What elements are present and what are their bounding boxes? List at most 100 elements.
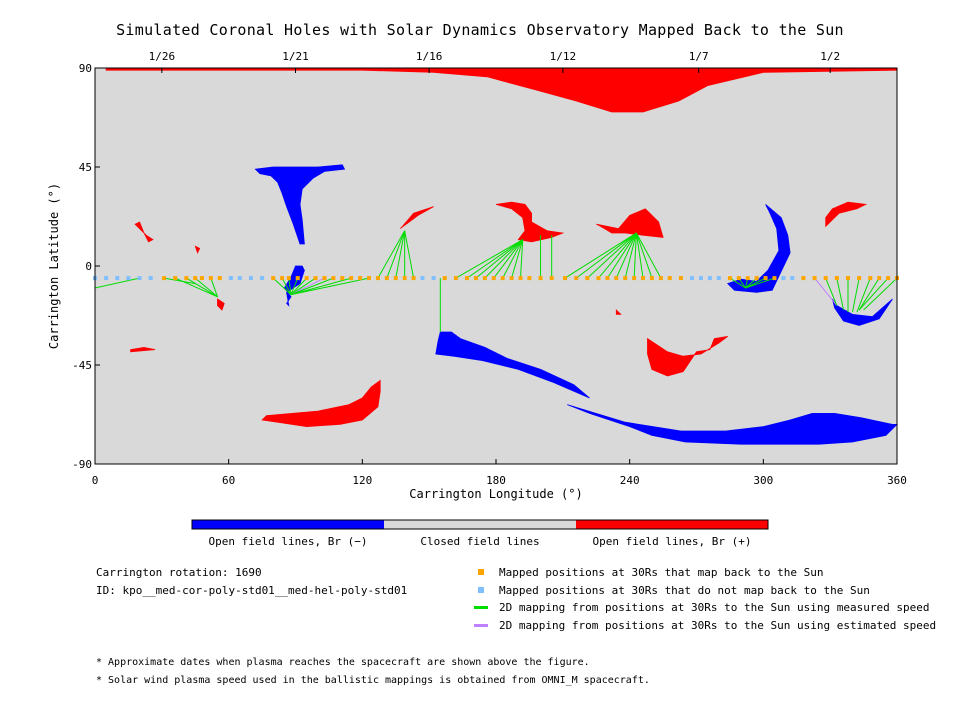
orbit-point-mapped: [509, 276, 514, 281]
colorbar: Open field lines, Br (−) Closed field lin…: [191, 519, 769, 548]
mapping-line-measured: [863, 277, 898, 311]
orbit-point-mapped: [340, 276, 345, 281]
orbit-point-mapped: [402, 276, 407, 281]
mapping-line-measured: [856, 277, 871, 313]
orbit-point-unmapped: [228, 276, 233, 281]
mapping-line-estimated: [290, 277, 325, 296]
legend-label-maps-back: Mapped positions at 30Rs that map back t…: [499, 566, 824, 579]
orbit-point-unmapped: [126, 276, 131, 281]
mapping-line-measured: [624, 232, 637, 279]
orbit-point-mapped: [632, 276, 637, 281]
mapping-line-estimated: [814, 277, 838, 306]
orbit-point-mapped: [585, 276, 590, 281]
orbit-point-mapped: [217, 276, 222, 281]
orbit-point-mapped: [199, 276, 204, 281]
y-tick-label: 90: [79, 62, 92, 75]
coronal-hole-negative-10: [726, 204, 791, 293]
orbit-point-mapped: [527, 276, 532, 281]
mapping-line-measured: [633, 232, 637, 279]
x-axis-label: Carrington Longitude (°): [409, 487, 582, 501]
orbit-point-mapped: [331, 276, 336, 281]
orbit-point-mapped: [641, 276, 646, 281]
coronal-hole-negative-12: [832, 298, 893, 326]
coronal-hole-positive-3: [194, 245, 201, 254]
coronal-hole-positive-11: [825, 201, 868, 228]
legend-swatch-maps-back: [478, 569, 484, 575]
mapping-line-measured: [615, 232, 637, 279]
date-tick-label: 1/12: [550, 50, 577, 63]
date-tick-label: 1/26: [149, 50, 176, 63]
chart-title: Simulated Coronal Holes with Solar Dynam…: [116, 21, 844, 39]
orbit-point-mapped: [623, 276, 628, 281]
orbit-point-mapped: [877, 276, 882, 281]
orbit-point-mapped: [596, 276, 601, 281]
orbit-point-mapped: [295, 276, 300, 281]
mapping-line-measured: [404, 230, 415, 279]
orbit-point-mapped: [772, 276, 777, 281]
orbit-point-unmapped: [260, 276, 265, 281]
mapping-line-measured: [455, 239, 523, 279]
mapping-line-measured: [395, 230, 406, 279]
coronal-hole-negative-15: [435, 331, 590, 399]
coronal-hole-positive-14: [647, 336, 728, 377]
legend-swatch-no-map: [478, 587, 484, 593]
x-tick-label: 360: [887, 474, 907, 487]
orbit-point-mapped: [605, 276, 610, 281]
legend-line-estimated: [474, 624, 488, 627]
orbit-point-mapped: [736, 276, 741, 281]
orbit-point-mapped: [763, 276, 768, 281]
mapping-lines: [94, 230, 898, 332]
orbit-point-unmapped: [137, 276, 142, 281]
colorbar-label: Open field lines, Br (−): [209, 535, 368, 548]
mapping-line-measured: [210, 277, 218, 297]
orbit-point-unmapped: [104, 276, 109, 281]
orbit-point-mapped: [465, 276, 470, 281]
coronal-hole-positive-4: [217, 298, 225, 311]
mapping-line-measured: [635, 232, 644, 279]
orbit-point-mapped: [304, 276, 309, 281]
mapping-line-measured: [575, 232, 637, 279]
orbit-point-mapped: [727, 276, 732, 281]
orbit-point-mapped: [563, 276, 568, 281]
mapping-line-measured: [635, 232, 662, 279]
orbit-point-unmapped: [690, 276, 695, 281]
orbit-point-mapped: [271, 276, 276, 281]
orbit-point-unmapped: [707, 276, 712, 281]
coronal-hole-positive-8: [495, 201, 565, 243]
orbit-point-mapped: [538, 276, 543, 281]
orbit-point-mapped: [649, 276, 654, 281]
x-tick-label: 120: [352, 474, 372, 487]
mapping-line-measured: [290, 277, 299, 295]
plot-background: [95, 68, 897, 464]
orbit-point-mapped: [678, 276, 683, 281]
axes: 0 60 120 180 240 300 360 90 45 0 -45 -90 1/26 1/21 1/1…: [72, 50, 907, 487]
mapping-line-measured: [94, 277, 140, 289]
orbit-point-mapped: [491, 276, 496, 281]
mapping-line-measured: [475, 239, 524, 279]
orbit-point-mapped: [173, 276, 178, 281]
coronal-hole-negative-1: [254, 164, 346, 245]
mapping-line-measured: [281, 277, 292, 295]
orbit-point-mapped: [313, 276, 318, 281]
y-tick-label: 0: [85, 260, 92, 273]
x-tick-label: 180: [486, 474, 506, 487]
mapping-line-measured: [520, 239, 524, 279]
date-tick-label: 1/16: [416, 50, 443, 63]
orbit-point-mapped: [754, 276, 759, 281]
mapping-line-measured: [186, 277, 218, 298]
mapping-line-measured: [174, 277, 218, 298]
mapping-line-measured: [836, 277, 845, 311]
mapping-line-measured: [290, 277, 370, 296]
mapping-line-measured: [163, 277, 196, 285]
orbit-point-mapped: [574, 276, 579, 281]
footnote-dates: * Approximate dates when plasma reaches …: [96, 657, 590, 668]
legend-label-estimated: 2D mapping from positions at 30Rs to the…: [499, 619, 937, 632]
orbit-point-unmapped: [248, 276, 253, 281]
date-tick-label: 1/2: [820, 50, 840, 63]
x-tick-label: 0: [92, 474, 99, 487]
orbit-point-mapped: [322, 276, 327, 281]
mapping-line-measured: [564, 232, 637, 279]
mapping-line-measured: [288, 278, 292, 295]
mapping-line-measured: [290, 277, 334, 296]
